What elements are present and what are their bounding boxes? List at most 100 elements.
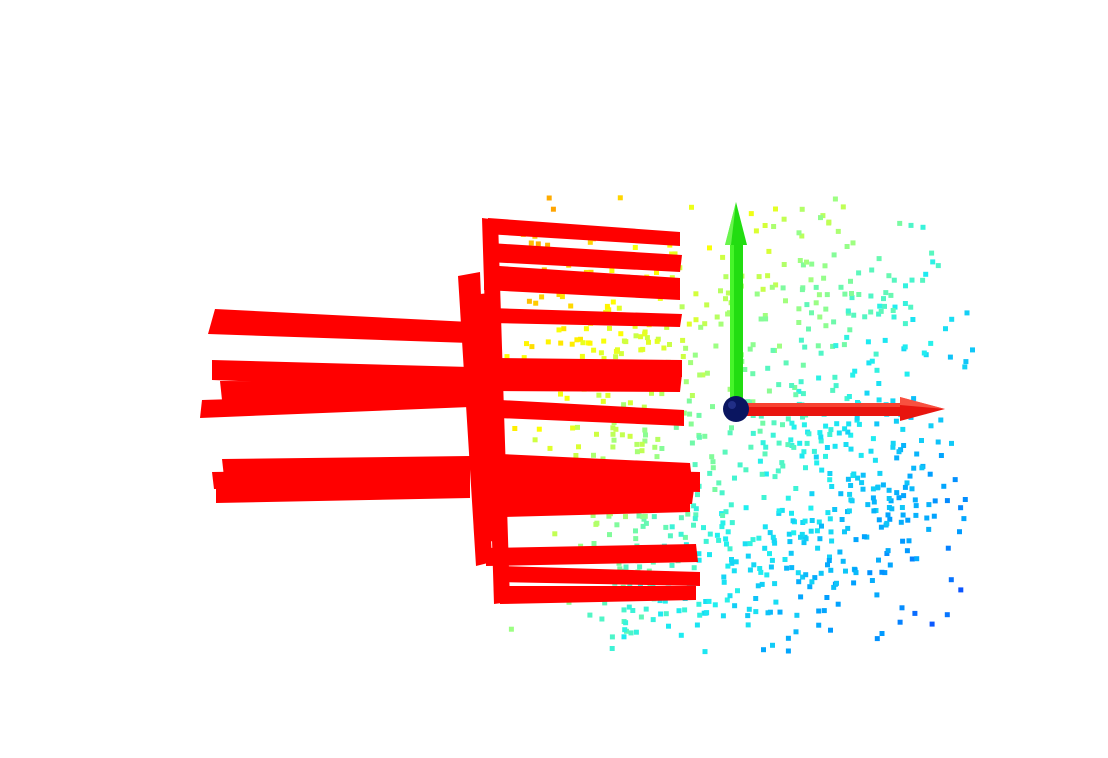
cloud-point [791,530,797,536]
cloud-point [685,511,691,517]
cloud-point [846,508,852,514]
cloud-point [856,292,862,297]
cloud-point [801,422,807,428]
cloud-point [682,534,688,540]
cloud-point [818,215,823,221]
cloud-point [750,342,756,348]
cloud-point [580,340,586,346]
cloud-point [745,613,751,619]
cloud-point [700,372,706,378]
cloud-point [771,538,777,544]
cloud-point [892,304,898,310]
cloud-point [853,570,859,576]
cloud-point [712,602,718,608]
cloud-point [856,421,862,427]
cloud-point [706,598,712,604]
cloud-point [776,382,782,388]
cloud-point [770,347,776,353]
cloud-point [768,564,774,570]
cloud-point [941,483,947,489]
cloud-point [804,302,810,308]
cloud-point [753,609,759,615]
cloud-point [945,545,951,551]
cloud-point [858,452,864,458]
cloud-point [748,211,754,217]
cloud-point [659,446,665,451]
cloud-point [642,438,648,444]
cloud-point [720,613,726,619]
cloud-point [732,475,737,481]
cloud-point [764,572,770,578]
cloud-point [694,622,700,628]
cloud-point [569,341,575,347]
cloud-point [816,608,822,614]
cloud-point [637,564,643,570]
cloud-point [842,426,848,432]
cloud-point [928,423,934,429]
cloud-point [831,319,837,325]
cloud-point [627,433,633,439]
cloud-point [558,340,564,346]
cloud-point [886,273,892,279]
cloud-point [729,557,734,562]
cloud-point [831,584,837,590]
cloud-point [869,358,875,364]
cloud-point [702,321,708,327]
cloud-point [809,261,815,267]
cloud-point [636,513,642,519]
cloud-point [707,245,712,251]
cloud-point [559,294,565,300]
cloud-point [799,206,805,212]
origin-sphere-icon [723,396,749,422]
cloud-point [848,497,854,503]
cloud-point [638,614,644,620]
cloud-point [840,558,846,564]
cloud-point [765,365,771,371]
cloud-point [742,541,748,547]
cloud-point [724,597,730,603]
cloud-point [829,538,835,544]
cloud-point [848,278,853,284]
cloud-point [780,422,785,428]
cloud-point [568,303,574,309]
cloud-point [782,557,788,562]
cloud-point [630,608,636,613]
cloud-point [762,524,768,530]
cloud-point [868,448,874,454]
cloud-point [821,275,827,281]
cloud-point [870,436,876,442]
cloud-point [821,608,827,614]
cloud-point [773,282,779,288]
cloud-point [564,395,570,401]
cloud-point [789,510,794,516]
cloud-point [861,534,867,540]
cloud-point [733,559,739,565]
cloud-point [617,195,623,201]
cloud-point [926,502,932,508]
cloud-point [827,471,833,476]
cloud-point [784,565,790,571]
cloud-point [609,634,615,640]
cloud-point [696,557,702,563]
gripper-finger [496,358,682,377]
cloud-point [661,345,667,351]
cloud-point [695,492,700,498]
cloud-point [737,462,743,468]
cloud-point [610,425,616,431]
cloud-point [828,567,834,573]
cloud-point [900,538,906,544]
cloud-point [763,316,769,322]
cloud-point [845,525,851,531]
cloud-point [854,415,860,421]
gripper-finger [208,309,470,343]
cloud-point [848,432,854,438]
cloud-point [877,470,883,476]
cloud-point [755,583,761,589]
cloud-point [824,595,830,600]
cloud-point [877,303,883,309]
cloud-point [619,432,625,438]
cloud-point [888,292,894,298]
cloud-point [880,482,886,488]
